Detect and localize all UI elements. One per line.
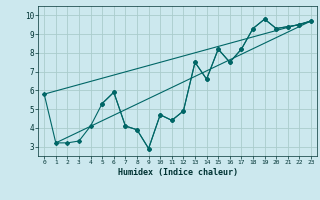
- X-axis label: Humidex (Indice chaleur): Humidex (Indice chaleur): [118, 168, 238, 177]
